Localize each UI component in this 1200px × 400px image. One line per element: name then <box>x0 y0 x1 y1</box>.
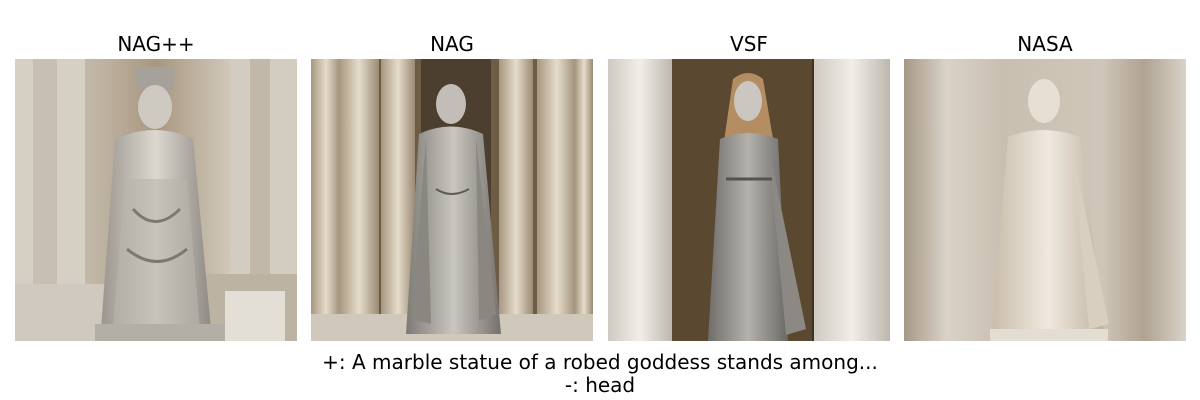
panel-title: NAG <box>430 32 474 56</box>
statue-photo <box>311 59 593 341</box>
caption-negative-prompt: -: head <box>564 373 636 397</box>
panel-title: NAG++ <box>117 32 195 56</box>
panel-vsf: VSF <box>608 30 890 341</box>
panel-title: NASA <box>1017 32 1073 56</box>
panel-nasa: NASA <box>904 30 1186 341</box>
statue-photo <box>904 59 1186 341</box>
statue-photo <box>608 59 890 341</box>
statue-image-vsf <box>608 59 890 341</box>
statue-photo <box>15 59 297 341</box>
statue-image-nag <box>311 59 593 341</box>
panel-nag-plus-plus: NAG++ <box>15 30 297 341</box>
caption-positive-prompt: +: A marble statue of a robed goddess st… <box>322 350 878 374</box>
panel-nag: NAG <box>311 30 593 341</box>
panel-title: VSF <box>730 32 768 56</box>
statue-image-nasa <box>904 59 1186 341</box>
statue-image-nag-plus-plus <box>15 59 297 341</box>
